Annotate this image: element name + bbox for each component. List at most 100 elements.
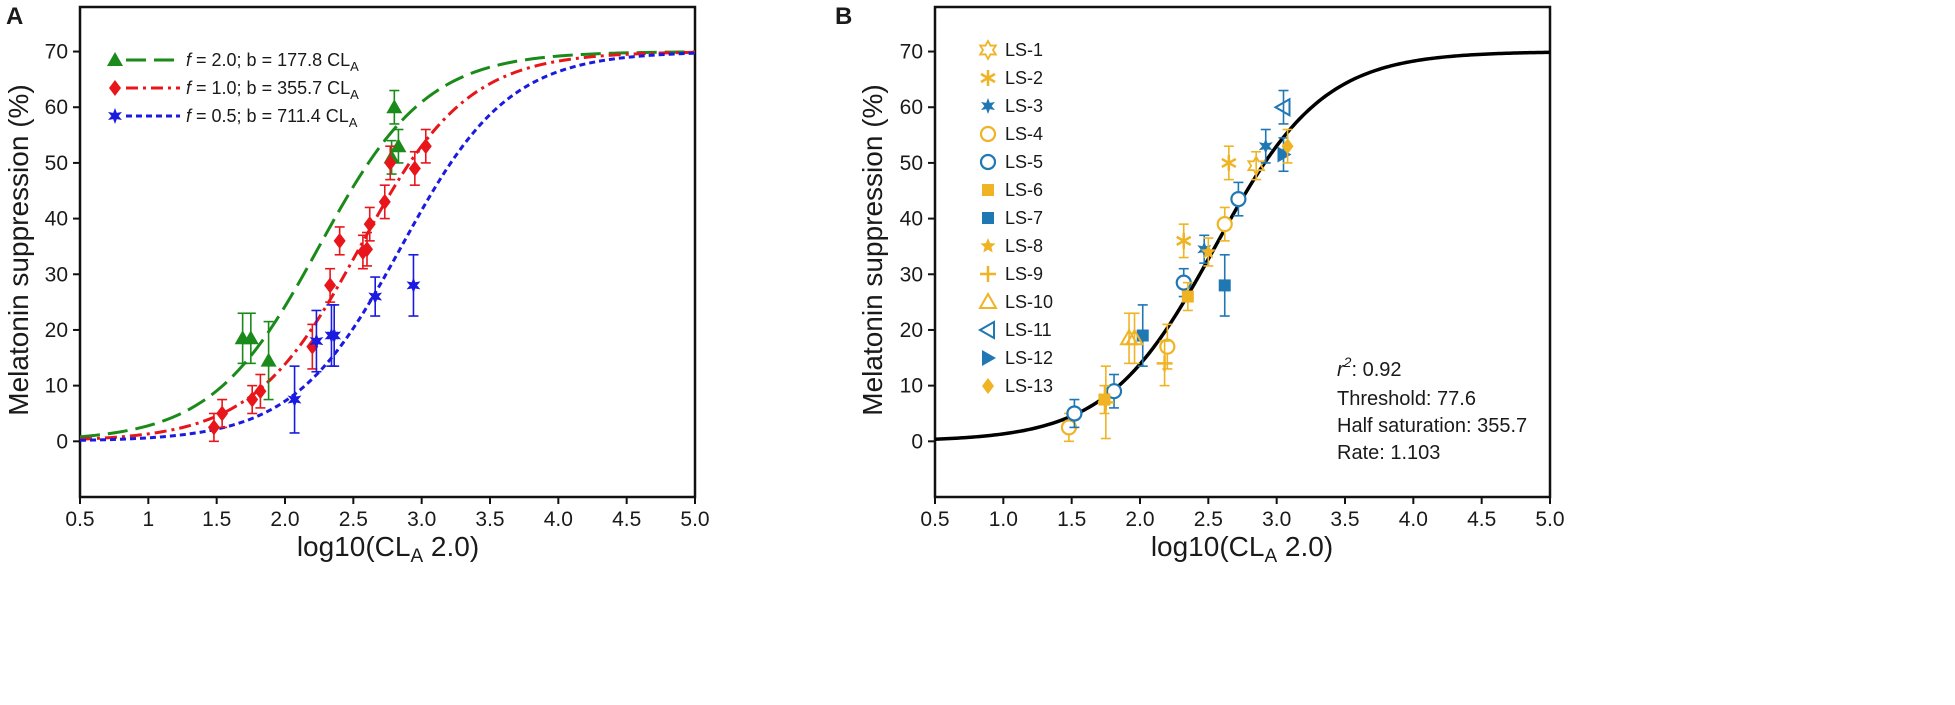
series-curve-2	[79, 50, 696, 441]
panel-letter: A	[6, 3, 23, 30]
legend-marker	[982, 350, 996, 366]
y-tick-label: 20	[900, 319, 923, 342]
data-point	[390, 138, 407, 153]
y-tick-label: 0	[56, 430, 68, 453]
legend-marker	[978, 291, 998, 309]
legend-marker	[979, 153, 997, 171]
legend-marker	[980, 70, 996, 86]
x-tick-label: 4.5	[1467, 508, 1496, 531]
legend-label: LS-11	[1005, 320, 1052, 340]
x-tick-label: 3.0	[407, 508, 436, 531]
x-tick-label: 2.5	[339, 508, 368, 531]
series-2	[1176, 145, 1237, 259]
x-tick-label: 1.5	[1057, 508, 1086, 531]
x-tick-label: 0.5	[65, 508, 94, 531]
series-2	[207, 128, 432, 443]
legend-label: LS-13	[1005, 376, 1053, 396]
data-point	[1273, 97, 1291, 117]
data-point	[408, 160, 421, 177]
y-tick-label: 70	[45, 41, 68, 64]
series-10	[1119, 312, 1145, 365]
panel-letter: B	[835, 3, 852, 30]
y-tick-label: 50	[900, 152, 923, 175]
plot-frame	[933, 5, 1552, 499]
legend: f = 2.0; b = 177.8 CLA f = 1.0; b = 355.7…	[107, 50, 359, 130]
data-point	[309, 333, 324, 350]
x-tick-label: 2.0	[270, 508, 299, 531]
legend-marker	[109, 80, 121, 96]
legend-marker	[981, 98, 995, 114]
legend-marker	[108, 108, 122, 124]
series-curve-3	[79, 51, 696, 442]
legend-marker	[978, 39, 998, 61]
legend-label: LS-9	[1005, 264, 1043, 284]
x-tick-label: 4.5	[612, 508, 641, 531]
series-curve-1	[79, 50, 696, 439]
data-point	[1105, 383, 1123, 400]
x-tick-label: 5.0	[1535, 508, 1564, 531]
x-tick-label: 3.5	[1330, 508, 1359, 531]
x-tick-label: 0.5	[920, 508, 949, 531]
data-point	[324, 277, 337, 294]
y-tick-label: 70	[900, 41, 923, 64]
data-point	[384, 154, 397, 171]
x-tick-label: 1.0	[989, 508, 1018, 531]
y-tick-label: 30	[45, 263, 68, 286]
data-point	[216, 405, 229, 422]
x-axis-title: log10(CLA 2.0)	[297, 531, 479, 567]
y-tick-label: 30	[900, 263, 923, 286]
y-axis-title: Melatonin suppression (%)	[857, 84, 888, 416]
y-tick-label: 20	[45, 319, 68, 342]
rate-value: Rate: 1.103	[1337, 442, 1440, 464]
data-point	[386, 99, 403, 114]
panel-b: B 0.5 1.0 1.5 2.0 2.5 3.0 3.5 4.0 4.5 5.0 0 10 20 30 40…	[835, 3, 1565, 567]
x-tick-label: 1	[142, 508, 154, 531]
legend-label: LS-7	[1005, 208, 1043, 228]
y-tick-label: 10	[900, 375, 923, 398]
x-axis-title: log10(CLA 2.0)	[1151, 531, 1333, 567]
series-9	[1097, 340, 1173, 440]
series-3	[287, 253, 421, 434]
y-tick-label: 40	[900, 208, 923, 231]
legend-label: f = 2.0; b = 177.8 CLA	[186, 50, 359, 74]
y-tick-label: 40	[45, 208, 68, 231]
legend-label: f = 0.5; b = 711.4 CLA	[186, 106, 358, 130]
legend: LS-1 LS-2 LS-3 LS-4 LS-5 LS-6 LS-7 LS-8 LS-9 LS-1…	[977, 39, 1053, 396]
legend-label: LS-10	[1005, 292, 1053, 312]
data-point	[361, 241, 373, 258]
data-point	[1216, 216, 1233, 233]
data-point	[287, 391, 302, 408]
y-tick-label: 50	[45, 152, 68, 175]
data-point	[1218, 279, 1231, 292]
series-11	[1273, 89, 1291, 125]
data-point	[327, 327, 342, 344]
data-point	[333, 232, 346, 249]
legend-label: LS-6	[1005, 180, 1043, 200]
series-8	[1200, 237, 1216, 267]
panel-a: A 0.5 1 1.5 2.0 2.5 3.0 3.5 4.0 4.5 5.0 0 10 20 30 40 50…	[3, 3, 710, 567]
data-point	[207, 419, 220, 436]
data-point	[1281, 138, 1294, 155]
plot-frame	[78, 5, 697, 499]
threshold-value: Threshold: 77.6	[1337, 388, 1476, 410]
legend-marker	[107, 52, 123, 66]
data-point	[1277, 146, 1292, 163]
x-tick-label: 2.5	[1194, 508, 1223, 531]
y-tick-label: 60	[45, 96, 68, 119]
data-point	[1246, 154, 1266, 177]
data-point	[1181, 290, 1194, 303]
data-point	[378, 193, 391, 210]
legend-label: LS-5	[1005, 152, 1043, 172]
data-point	[246, 391, 259, 408]
series-3	[1197, 128, 1273, 264]
data-point	[1176, 232, 1192, 249]
data-point	[1124, 328, 1145, 346]
legend-marker	[982, 378, 994, 394]
legend-marker	[977, 320, 995, 340]
y-tick-label: 10	[45, 375, 68, 398]
r-squared: r2: 0.92	[1337, 354, 1402, 381]
data-point	[1221, 154, 1237, 171]
data-point	[1156, 355, 1173, 372]
legend-marker	[980, 266, 996, 282]
